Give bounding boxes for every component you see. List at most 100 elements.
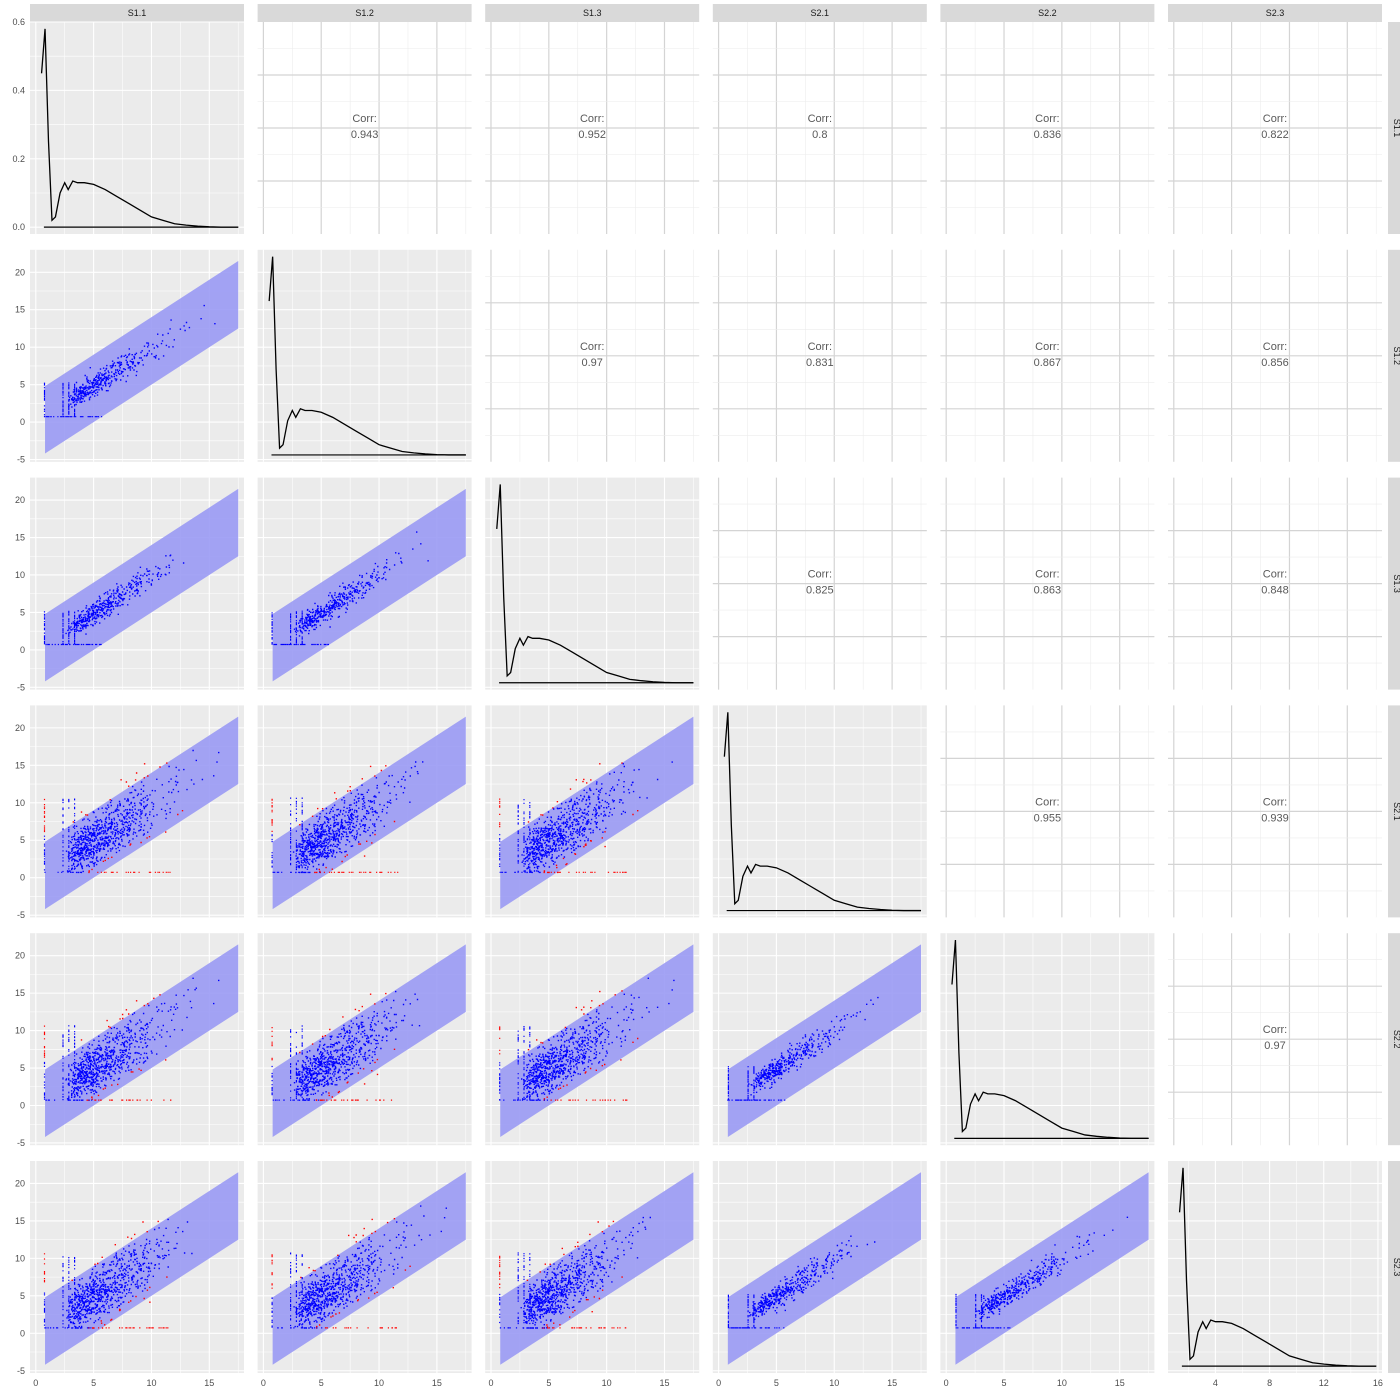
x-tick-label: 15 [659, 1378, 669, 1388]
panel-S2-2-vs-S2-3: Corr: 0.97 [1168, 933, 1382, 1146]
y-tick-label: 15 [15, 1216, 25, 1226]
corr-value: 0.955 [1034, 812, 1062, 824]
corr-label: Corr: [1263, 1024, 1287, 1036]
y-tick-label: 20 [15, 267, 25, 277]
y-tick-label: 0.4 [12, 85, 25, 95]
panel-S2-3-vs-S1-1: -5 0 5 10 15 20 0 5 10 15 [15, 1161, 244, 1388]
panel-S2-2-vs-S1-1: -5 0 5 10 15 20 [15, 933, 244, 1148]
panel-S2-3-vs-S2-3: 4 8 12 16 [1168, 1161, 1383, 1388]
column-strip-s1-3: S1.3 [485, 4, 700, 22]
panel-S2-3-vs-S2-2: 0 5 10 15 [940, 1161, 1155, 1388]
panel-S2-1-vs-S1-1: -5 0 5 10 15 20 [15, 705, 244, 920]
x-axis-ticks: 0 5 10 15 [716, 1378, 897, 1388]
panel-S2-2-vs-S2-1 [712, 933, 927, 1146]
panel-S1-3-vs-S2-3: Corr: 0.848 [1168, 477, 1382, 690]
y-axis-ticks: -5 0 5 10 15 20 [15, 951, 25, 1148]
points-inside-band [727, 996, 879, 1101]
corr-value: 0.952 [578, 129, 606, 141]
column-strip-s1-1: S1.1 [30, 4, 244, 22]
y-tick-label: 0 [20, 645, 25, 655]
corr-label: Corr: [808, 341, 832, 353]
panel-S1-1-vs-S1-1: 0.0 0.2 0.4 0.6 [12, 17, 244, 234]
corr-label: Corr: [352, 113, 376, 125]
corr-value: 0.943 [351, 129, 379, 141]
x-tick-label: 4 [1213, 1378, 1218, 1388]
x-tick-label: 0 [944, 1378, 949, 1388]
panel-S1-1-vs-S2-1: Corr: 0.8 [712, 22, 927, 234]
panel-S1-2-vs-S1-3: Corr: 0.97 [485, 249, 700, 462]
x-tick-label: 16 [1373, 1378, 1383, 1388]
y-tick-label: -5 [17, 910, 25, 920]
strip-label: S1.1 [128, 8, 147, 18]
panel-S1-3-vs-S1-1: -5 0 5 10 15 20 [15, 477, 244, 692]
y-tick-label: 10 [15, 798, 25, 808]
x-tick-label: 15 [887, 1378, 897, 1388]
points-inside-band [43, 304, 216, 418]
y-tick-label: 10 [15, 1026, 25, 1036]
panel-bg [485, 477, 700, 690]
y-tick-label: 20 [15, 723, 25, 733]
strip-bg [1388, 1161, 1400, 1373]
panel-S1-2-vs-S1-2 [257, 249, 472, 462]
x-tick-label: 10 [1057, 1378, 1067, 1388]
panel-S1-1-vs-S1-3: Corr: 0.952 [485, 22, 700, 234]
x-axis-ticks: 0 5 10 15 [944, 1378, 1125, 1388]
column-strip-s2-3: S2.3 [1168, 4, 1382, 22]
panel-S1-2-vs-S1-1: -5 0 5 10 15 20 [15, 249, 244, 465]
y-tick-label: -5 [17, 455, 25, 465]
y-tick-label: 0.2 [12, 154, 25, 164]
corr-value: 0.848 [1261, 585, 1289, 597]
corr-value: 0.856 [1261, 357, 1289, 369]
panel-S2-2-vs-S1-3 [485, 933, 700, 1146]
strip-label: S1.2 [355, 8, 374, 18]
strip-bg [30, 4, 244, 22]
corr-value: 0.97 [1264, 1040, 1285, 1052]
column-strip-s1-2: S1.2 [257, 4, 472, 22]
y-tick-label: 10 [15, 1253, 25, 1263]
panel-S2-3-vs-S1-2: 0 5 10 15 [257, 1161, 472, 1388]
panel-S1-1-vs-S2-3: Corr: 0.822 [1168, 22, 1382, 234]
x-tick-label: 5 [91, 1378, 96, 1388]
y-tick-label: -5 [17, 682, 25, 692]
strip-bg [1168, 4, 1382, 22]
x-tick-label: 10 [602, 1378, 612, 1388]
corr-label: Corr: [580, 113, 604, 125]
strip-bg [257, 4, 472, 22]
panel-S2-3-vs-S2-1: 0 5 10 15 [712, 1161, 927, 1388]
y-tick-label: 0 [20, 1100, 25, 1110]
corr-value: 0.939 [1261, 812, 1289, 824]
corr-value: 0.825 [806, 585, 834, 597]
corr-value: 0.8 [812, 129, 827, 141]
panel-S2-2-vs-S2-2 [940, 933, 1155, 1146]
panel-S1-2-vs-S2-2: Corr: 0.867 [940, 249, 1155, 462]
row-strip-s2-1: S2.1 [1388, 705, 1400, 918]
y-tick-label: 0 [20, 417, 25, 427]
x-tick-label: 0 [33, 1378, 38, 1388]
row-strip-s2-3: S2.3 [1388, 1161, 1400, 1373]
panel-bg [30, 22, 244, 234]
x-tick-label: 10 [374, 1378, 384, 1388]
panel-S1-2-vs-S2-3: Corr: 0.856 [1168, 249, 1382, 462]
x-tick-label: 0 [716, 1378, 721, 1388]
x-tick-label: 15 [1115, 1378, 1125, 1388]
panel-S2-3-vs-S1-3: 0 5 10 15 [485, 1161, 700, 1388]
points-inside-band [271, 761, 424, 874]
y-tick-label: 15 [15, 533, 25, 543]
panel-S1-3-vs-S2-1: Corr: 0.825 [712, 477, 927, 690]
strip-bg [1388, 22, 1400, 234]
y-axis-ticks: -5 0 5 10 15 20 [15, 495, 25, 692]
corr-label: Corr: [1035, 341, 1059, 353]
strip-label: S1.3 [583, 8, 602, 18]
strip-label: S2.1 [811, 8, 830, 18]
y-tick-label: 15 [15, 305, 25, 315]
points-inside-band [499, 761, 673, 874]
points-inside-band [727, 1235, 876, 1329]
x-tick-label: 5 [546, 1378, 551, 1388]
panel-S2-2-vs-S1-2 [257, 933, 472, 1146]
y-tick-label: 15 [15, 760, 25, 770]
panel-S2-1-vs-S2-3: Corr: 0.939 [1168, 705, 1382, 918]
density-line [40, 28, 239, 228]
y-tick-label: 0.0 [12, 222, 25, 232]
x-tick-label: 8 [1267, 1378, 1272, 1388]
